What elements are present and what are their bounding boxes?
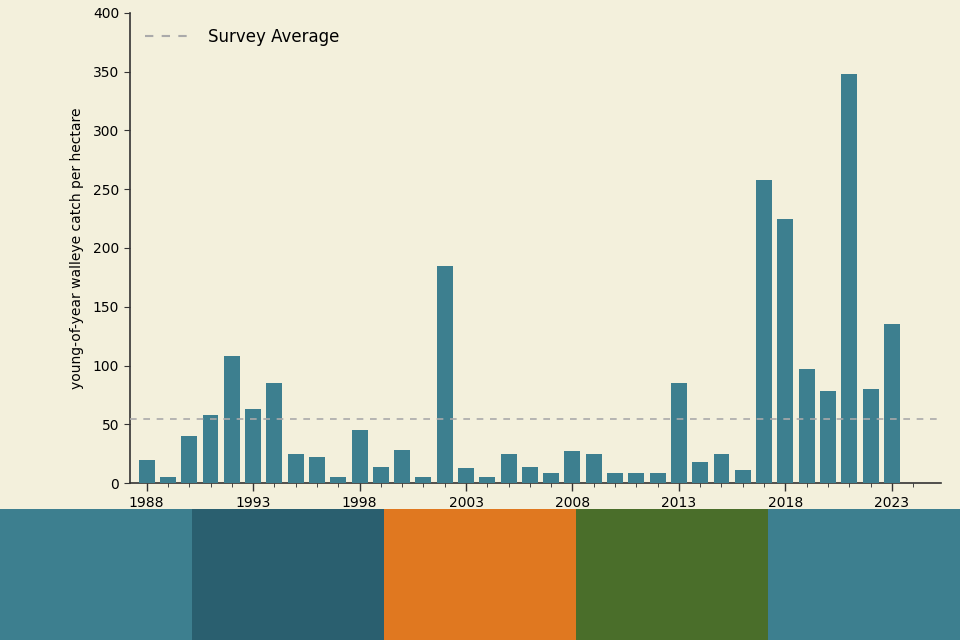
Bar bbox=[629, 472, 644, 483]
Y-axis label: young-of-year walleye catch per hectare: young-of-year walleye catch per hectare bbox=[70, 108, 84, 388]
Bar bbox=[245, 409, 261, 483]
Bar bbox=[138, 460, 155, 483]
Bar bbox=[224, 356, 240, 483]
Bar bbox=[564, 451, 581, 483]
Bar bbox=[416, 477, 431, 483]
Bar bbox=[713, 454, 730, 483]
Bar bbox=[756, 180, 772, 483]
Bar bbox=[160, 477, 176, 483]
Bar bbox=[841, 74, 857, 483]
Legend: Survey Average: Survey Average bbox=[138, 21, 346, 52]
Bar bbox=[778, 219, 793, 483]
Bar bbox=[650, 472, 665, 483]
Bar bbox=[692, 462, 708, 483]
Bar bbox=[607, 472, 623, 483]
Bar bbox=[181, 436, 197, 483]
Bar bbox=[437, 266, 453, 483]
Bar bbox=[351, 430, 368, 483]
Bar bbox=[671, 383, 687, 483]
Bar bbox=[884, 324, 900, 483]
Bar bbox=[288, 454, 303, 483]
Bar bbox=[799, 369, 815, 483]
Bar bbox=[543, 472, 559, 483]
Bar bbox=[734, 470, 751, 483]
Bar bbox=[372, 467, 389, 483]
Bar bbox=[203, 415, 219, 483]
Bar bbox=[522, 467, 538, 483]
Bar bbox=[266, 383, 282, 483]
Bar bbox=[309, 458, 324, 483]
Bar bbox=[479, 477, 495, 483]
Bar bbox=[330, 477, 347, 483]
X-axis label: Year: Year bbox=[513, 519, 558, 537]
Bar bbox=[458, 468, 474, 483]
Bar bbox=[586, 454, 602, 483]
Bar bbox=[500, 454, 516, 483]
Bar bbox=[820, 392, 836, 483]
Bar bbox=[395, 451, 410, 483]
Bar bbox=[862, 389, 878, 483]
